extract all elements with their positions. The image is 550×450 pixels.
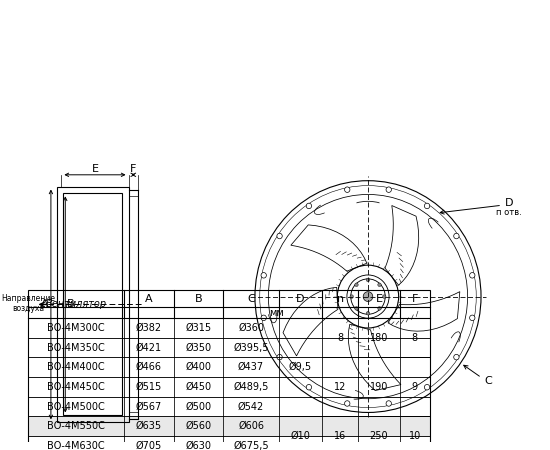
Text: 8: 8	[337, 333, 343, 343]
Text: 190: 190	[370, 382, 388, 392]
Text: 9: 9	[412, 382, 418, 392]
Circle shape	[350, 295, 354, 298]
Text: C: C	[485, 376, 492, 386]
Text: Ø635: Ø635	[135, 421, 162, 431]
Circle shape	[277, 355, 282, 360]
Text: Ø395,5: Ø395,5	[233, 342, 269, 353]
Circle shape	[277, 233, 282, 239]
Text: ВО-4М350С: ВО-4М350С	[47, 342, 104, 353]
Text: Ø466: Ø466	[136, 362, 162, 372]
Text: Ø515: Ø515	[135, 382, 162, 392]
Text: A: A	[145, 293, 152, 304]
Text: E: E	[91, 164, 98, 174]
Text: Ø350: Ø350	[185, 342, 212, 353]
Bar	[28, 416, 430, 436]
Circle shape	[366, 278, 370, 282]
Text: п отв.: п отв.	[496, 207, 522, 216]
Text: ВО-4М400С: ВО-4М400С	[47, 362, 104, 372]
Circle shape	[383, 295, 386, 298]
Text: D: D	[296, 293, 305, 304]
Circle shape	[366, 311, 370, 315]
Circle shape	[344, 401, 350, 406]
Bar	[63, 194, 122, 415]
Text: F: F	[412, 293, 418, 304]
Text: Ø382: Ø382	[135, 323, 162, 333]
Circle shape	[470, 273, 475, 278]
Text: Ø489,5: Ø489,5	[233, 382, 269, 392]
Text: B: B	[67, 299, 75, 310]
Circle shape	[454, 233, 459, 239]
Text: Ø10: Ø10	[290, 431, 310, 441]
Text: F: F	[130, 164, 136, 174]
Text: ВО-4М630С: ВО-4М630С	[47, 441, 104, 450]
Text: B: B	[195, 293, 202, 304]
Text: Ø9,5: Ø9,5	[289, 362, 312, 372]
Circle shape	[344, 187, 350, 193]
Circle shape	[386, 401, 392, 406]
Text: Ø360: Ø360	[238, 323, 264, 333]
Text: 8: 8	[412, 333, 418, 343]
Text: ВО-4М500С: ВО-4М500С	[47, 401, 104, 412]
Text: Вентилятор: Вентилятор	[45, 299, 106, 309]
Text: Ø705: Ø705	[135, 441, 162, 450]
Circle shape	[425, 203, 430, 209]
Text: 10: 10	[409, 431, 421, 441]
Circle shape	[386, 187, 392, 193]
Text: 16: 16	[334, 431, 346, 441]
Text: Ø450: Ø450	[185, 382, 212, 392]
Text: 180: 180	[370, 333, 388, 343]
Text: C: C	[248, 293, 255, 304]
Text: A: A	[41, 299, 49, 310]
Text: Ø400: Ø400	[185, 362, 211, 372]
Bar	[57, 187, 129, 422]
Circle shape	[306, 384, 312, 390]
Text: Ø630: Ø630	[185, 441, 211, 450]
Text: Ø315: Ø315	[185, 323, 212, 333]
Text: воздуха: воздуха	[12, 304, 44, 313]
Text: E: E	[376, 293, 382, 304]
Text: n: n	[337, 293, 344, 304]
Text: Ø421: Ø421	[135, 342, 162, 353]
Circle shape	[355, 306, 358, 310]
Text: Ø567: Ø567	[135, 401, 162, 412]
Text: D: D	[505, 198, 514, 208]
Text: Ø675,5: Ø675,5	[233, 441, 269, 450]
Text: 250: 250	[370, 431, 388, 441]
Text: мм: мм	[270, 308, 284, 318]
Circle shape	[261, 315, 266, 320]
Text: Ø542: Ø542	[238, 401, 264, 412]
Circle shape	[363, 292, 373, 302]
Text: ВО-4М550С: ВО-4М550С	[47, 421, 104, 431]
Circle shape	[425, 384, 430, 390]
Text: ВО-4М450С: ВО-4М450С	[47, 382, 104, 392]
Text: Ø606: Ø606	[238, 421, 264, 431]
Text: Ø500: Ø500	[185, 401, 212, 412]
Circle shape	[355, 283, 358, 287]
Circle shape	[261, 273, 266, 278]
Text: Ø437: Ø437	[238, 362, 264, 372]
Circle shape	[378, 306, 381, 310]
Circle shape	[306, 203, 312, 209]
Circle shape	[378, 283, 381, 287]
Text: Направление: Направление	[1, 294, 55, 303]
Circle shape	[454, 355, 459, 360]
Text: ВО-4М300С: ВО-4М300С	[47, 323, 104, 333]
Text: 12: 12	[334, 382, 346, 392]
Text: Ø560: Ø560	[185, 421, 212, 431]
Bar	[28, 290, 430, 450]
Circle shape	[470, 315, 475, 320]
